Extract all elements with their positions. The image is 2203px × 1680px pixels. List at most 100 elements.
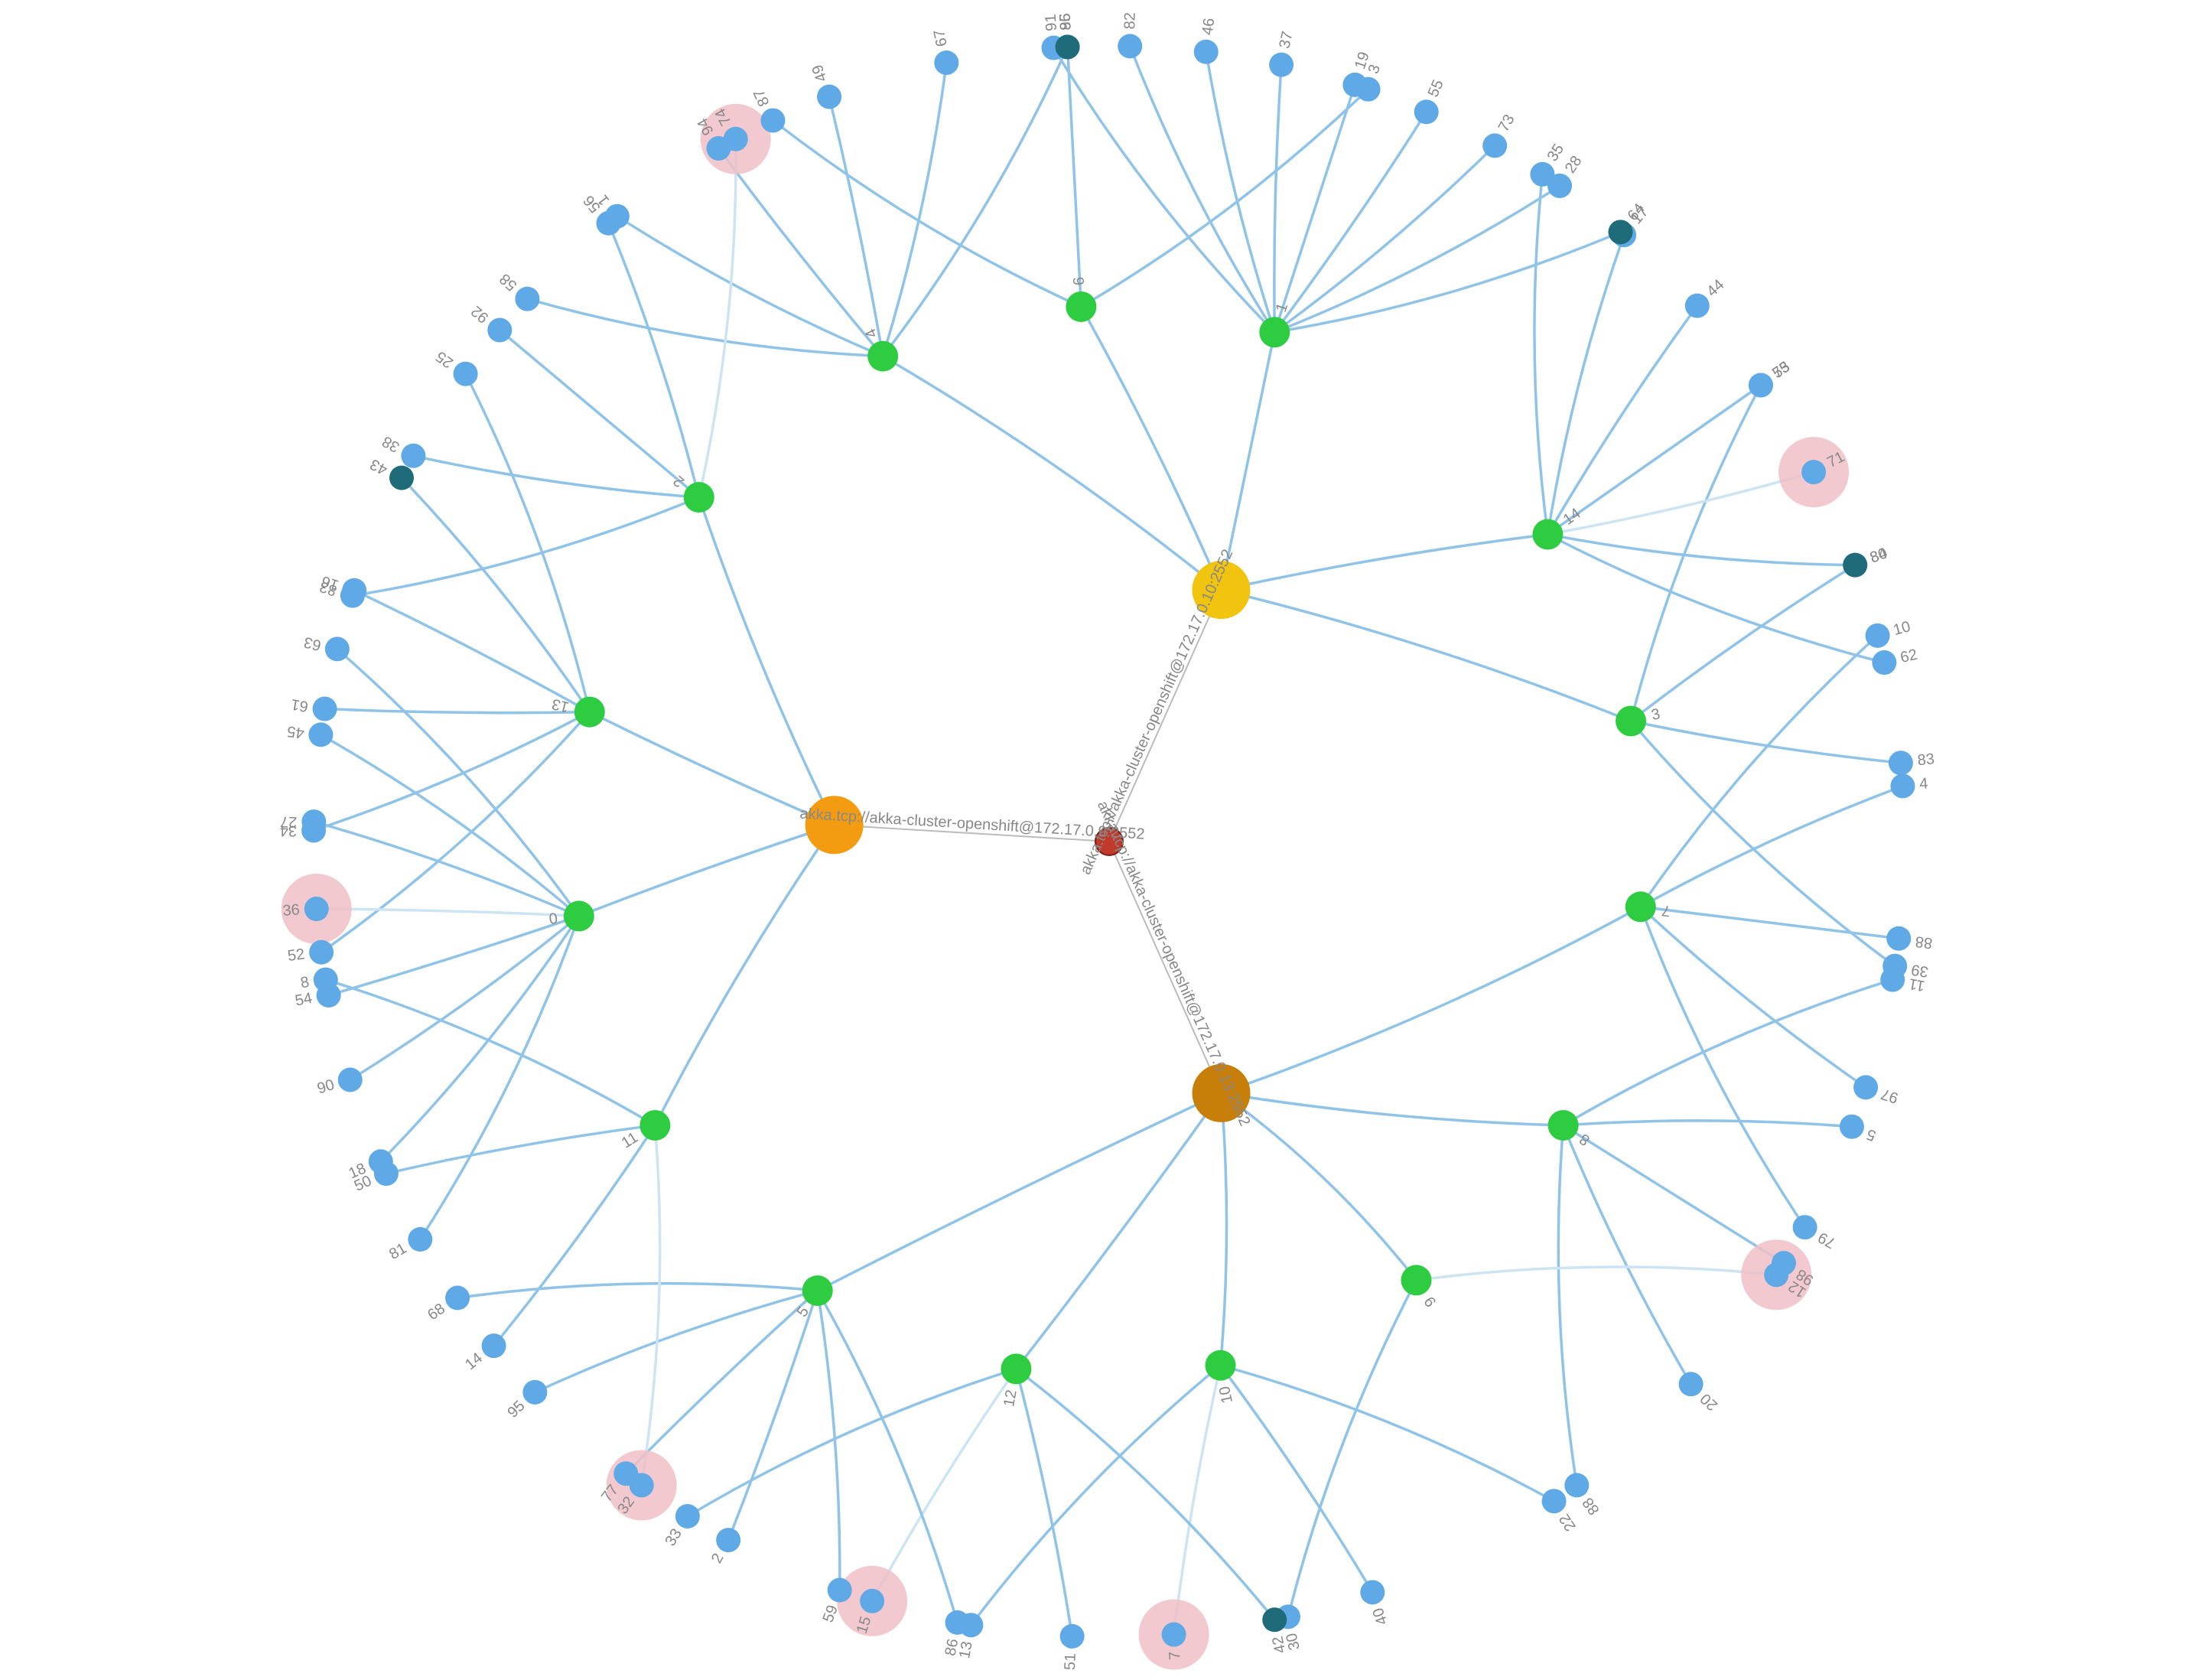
shard-leaf-edge <box>1274 65 1281 333</box>
leaf-node[interactable] <box>342 578 366 603</box>
leaf-node[interactable] <box>1679 1372 1704 1396</box>
shard-leaf-edge <box>1274 186 1560 332</box>
leaf-node[interactable] <box>1162 1623 1186 1647</box>
leaf-node[interactable] <box>1685 294 1710 318</box>
leaf-node[interactable] <box>454 362 478 386</box>
shard-node[interactable] <box>574 697 605 728</box>
leaf-node[interactable] <box>675 1504 700 1529</box>
leaf-node[interactable] <box>389 466 414 490</box>
shard-leaf-edge <box>1547 472 1814 534</box>
shard-node[interactable] <box>639 1110 670 1141</box>
leaf-node[interactable] <box>482 1333 506 1358</box>
leaf-node[interactable] <box>487 318 512 343</box>
shard-node[interactable] <box>1206 1350 1236 1381</box>
leaf-node[interactable] <box>1482 133 1507 158</box>
leaf-label: 51 <box>1062 1652 1079 1670</box>
leaf-node[interactable] <box>1890 773 1915 798</box>
leaf-node[interactable] <box>445 1286 470 1310</box>
shard-leaf-edge <box>1174 1366 1221 1635</box>
leaf-node[interactable] <box>1843 553 1867 578</box>
leaf-node[interactable] <box>408 1227 432 1252</box>
leaf-node[interactable] <box>1872 650 1896 675</box>
shard-label: 13 <box>550 695 571 716</box>
shard-node[interactable] <box>1616 706 1646 737</box>
leaf-node[interactable] <box>724 127 748 151</box>
leaf-node[interactable] <box>1764 1262 1788 1287</box>
leaf-node[interactable] <box>934 50 958 75</box>
leaf-node[interactable] <box>1118 34 1142 58</box>
leaf-node[interactable] <box>515 287 539 311</box>
leaf-node[interactable] <box>1608 220 1632 244</box>
leaf-node[interactable] <box>1542 1489 1567 1513</box>
leaf-node[interactable] <box>1269 53 1293 77</box>
leaf-label: 82 <box>1121 12 1139 30</box>
leaf-node[interactable] <box>1749 373 1773 397</box>
leaf-node[interactable] <box>309 940 334 965</box>
leaf-label: 27 <box>280 813 298 831</box>
leaf-node[interactable] <box>304 897 329 921</box>
leaf-node[interactable] <box>828 1578 852 1603</box>
leaf-node[interactable] <box>860 1589 884 1613</box>
leaf-node[interactable] <box>374 1161 399 1186</box>
shard-node[interactable] <box>1401 1265 1432 1295</box>
leaf-node[interactable] <box>401 444 425 468</box>
leaf-node[interactable] <box>308 722 333 747</box>
shard-node[interactable] <box>1259 317 1290 347</box>
leaf-node[interactable] <box>1793 1215 1817 1239</box>
shard-node[interactable] <box>867 341 898 372</box>
shard-leaf-edge <box>617 217 883 357</box>
leaf-node[interactable] <box>1840 1115 1864 1139</box>
leaf-node[interactable] <box>338 1067 363 1092</box>
leaf-node[interactable] <box>597 211 621 236</box>
leaf-node[interactable] <box>1886 926 1911 951</box>
leaf-node[interactable] <box>1360 1580 1385 1604</box>
leaf-node[interactable] <box>1882 954 1907 978</box>
leaf-label: 43 <box>367 455 390 478</box>
leaf-node[interactable] <box>1853 1075 1878 1099</box>
leaf-label: 92 <box>468 302 492 326</box>
leaf-node[interactable] <box>1889 750 1913 775</box>
leaf-label: 80 <box>1868 545 1890 566</box>
leaf-label: 90 <box>315 1076 337 1098</box>
shard-leaf-edge <box>1547 534 1884 663</box>
leaf-node[interactable] <box>1866 623 1890 648</box>
leaf-node[interactable] <box>1356 77 1381 102</box>
leaf-node[interactable] <box>945 1610 970 1635</box>
leaf-node[interactable] <box>716 1528 740 1552</box>
leaf-node[interactable] <box>1060 1624 1085 1649</box>
leaf-node[interactable] <box>301 809 326 834</box>
leaf-label: 33 <box>662 1525 685 1549</box>
leaf-label: 4 <box>1919 775 1929 793</box>
shard-node[interactable] <box>1001 1353 1031 1384</box>
shard-leaf-edge <box>1274 145 1495 332</box>
shard-leaf-edge <box>381 916 579 1161</box>
leaf-node[interactable] <box>1262 1607 1287 1632</box>
shard-node[interactable] <box>1548 1110 1579 1141</box>
shard-node[interactable] <box>1066 291 1096 322</box>
hub-shard-edge <box>1221 534 1547 590</box>
leaf-label: 95 <box>504 1398 528 1421</box>
leaf-label: 20 <box>1697 1390 1721 1414</box>
leaf-node[interactable] <box>313 697 337 721</box>
shard-node[interactable] <box>1532 519 1563 549</box>
leaf-node[interactable] <box>1801 460 1826 484</box>
leaf-node[interactable] <box>1414 99 1439 124</box>
leaf-node[interactable] <box>630 1473 654 1497</box>
leaf-node[interactable] <box>1194 40 1219 64</box>
leaf-node[interactable] <box>1564 1473 1589 1497</box>
shard-node[interactable] <box>1625 891 1656 922</box>
leaf-node[interactable] <box>522 1380 547 1405</box>
leaf-node[interactable] <box>1547 174 1572 198</box>
shard-node[interactable] <box>684 482 714 513</box>
hub-shard-edge <box>590 712 835 825</box>
leaf-node[interactable] <box>314 968 338 992</box>
hub-shard-edge <box>1221 590 1631 721</box>
leaf-node[interactable] <box>817 84 841 109</box>
leaf-label: 61 <box>290 695 310 715</box>
leaf-label: 86 <box>942 1637 962 1657</box>
leaf-node[interactable] <box>325 637 350 661</box>
leaf-node[interactable] <box>1056 34 1080 59</box>
leaf-node[interactable] <box>760 108 785 132</box>
shard-node[interactable] <box>802 1275 833 1306</box>
shard-node[interactable] <box>564 900 594 931</box>
